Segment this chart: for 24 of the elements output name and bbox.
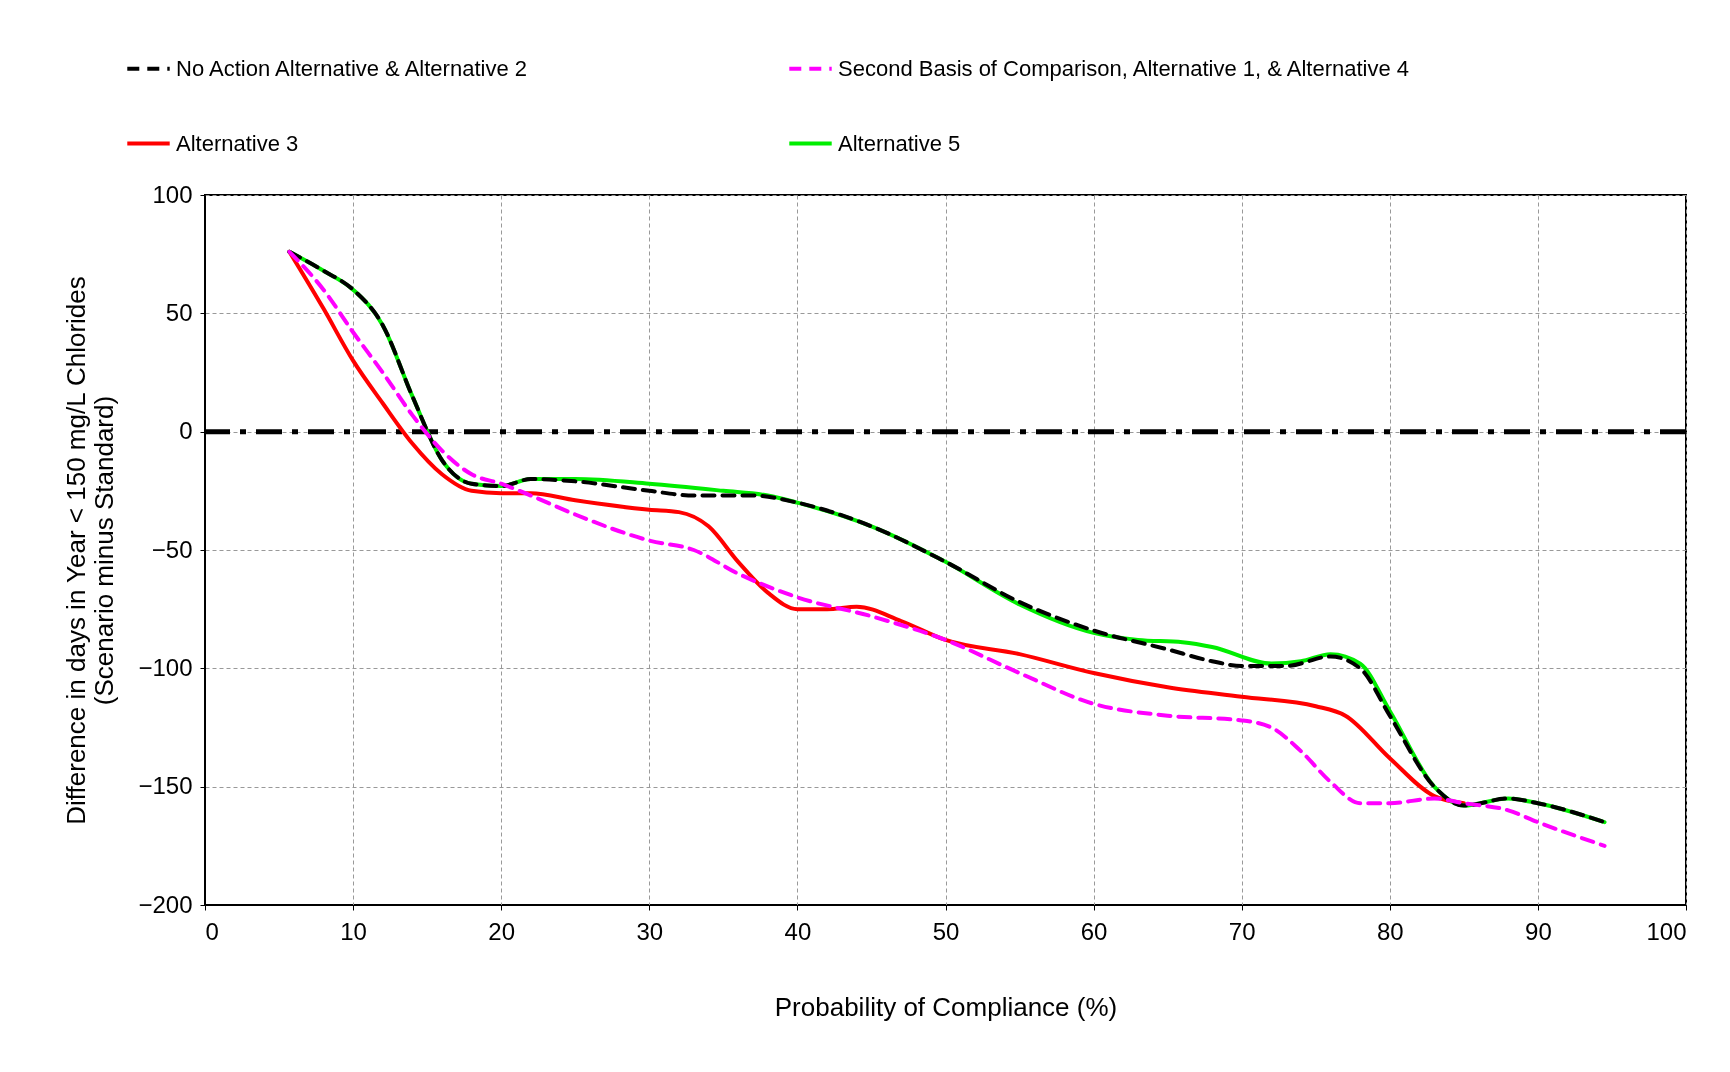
y-tick-label: −150 [138, 772, 193, 800]
y-tick-label: 50 [165, 298, 193, 326]
x-tick-label: 20 [488, 917, 516, 945]
y-tick-label: −50 [151, 535, 193, 563]
y-tick-label: 0 [179, 417, 193, 445]
y-tick-label: −100 [138, 653, 193, 681]
x-tick-label: 40 [784, 917, 812, 945]
y-tick-label: 100 [152, 180, 193, 208]
legend-label: Alternative 3 [176, 130, 299, 156]
x-tick-label: 90 [1525, 917, 1552, 945]
x-tick-label: 60 [1080, 917, 1108, 945]
y-axis-title: Difference in days in Year < 150 mg/L Chlorides (Scenario minus Standard) [61, 276, 120, 825]
x-tick-label: 80 [1376, 917, 1404, 945]
legend-label: Second Basis of Comparison, Alternative 1, & Alternative 4 [838, 55, 1410, 81]
x-tick-label: 0 [205, 917, 219, 945]
x-tick-label: 30 [636, 917, 664, 945]
x-tick-label: 70 [1228, 917, 1256, 945]
y-tick-label: −200 [138, 890, 193, 918]
legend-label: Alternative 5 [838, 130, 961, 156]
legend-label: No Action Alternative & Alternative 2 [176, 55, 527, 81]
x-axis-title: Probability of Compliance (%) [774, 991, 1118, 1022]
x-tick-label: 100 [1646, 917, 1687, 945]
x-tick-label: 10 [340, 917, 367, 945]
x-tick-label: 50 [932, 917, 960, 945]
